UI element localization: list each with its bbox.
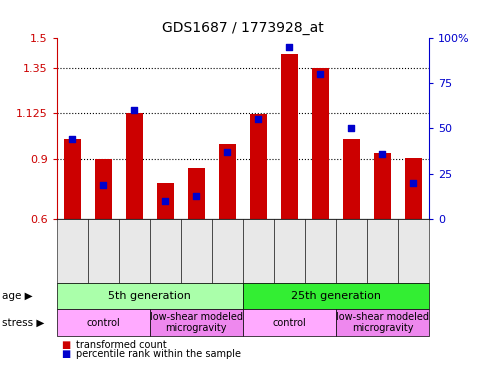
Bar (374, 153, 391, 219)
Bar (64, 138, 81, 219)
Point (410, 180, 418, 186)
Bar (188, 168, 205, 219)
Point (161, 198, 169, 204)
Point (130, 107, 138, 113)
Text: control: control (86, 318, 120, 327)
Point (223, 149, 231, 155)
Point (285, 44, 293, 50)
Point (192, 193, 200, 199)
Bar (157, 183, 174, 219)
Text: percentile rank within the sample: percentile rank within the sample (76, 350, 242, 359)
Text: ■: ■ (62, 340, 71, 350)
Text: stress ▶: stress ▶ (2, 318, 45, 327)
Title: GDS1687 / 1773928_at: GDS1687 / 1773928_at (162, 21, 324, 35)
Point (254, 116, 262, 122)
Text: 25th generation: 25th generation (291, 291, 381, 301)
Bar (219, 144, 236, 219)
Bar (281, 54, 298, 219)
Bar (126, 113, 143, 219)
Text: low-shear modeled
microgravity: low-shear modeled microgravity (150, 312, 243, 333)
Bar (95, 159, 112, 219)
Bar (405, 158, 422, 219)
Point (317, 71, 324, 77)
Bar (250, 114, 267, 219)
Text: control: control (273, 318, 306, 327)
Point (348, 125, 355, 132)
Text: 5th generation: 5th generation (108, 291, 191, 301)
Text: low-shear modeled
microgravity: low-shear modeled microgravity (336, 312, 429, 333)
Text: ■: ■ (62, 350, 71, 359)
Bar (312, 68, 329, 219)
Text: age ▶: age ▶ (2, 291, 33, 301)
Bar (343, 138, 360, 219)
Point (99, 182, 107, 188)
Text: transformed count: transformed count (76, 340, 167, 350)
Point (379, 151, 387, 157)
Point (68, 136, 76, 142)
